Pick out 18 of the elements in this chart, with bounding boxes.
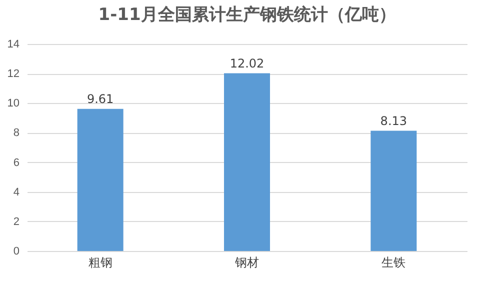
y-tick-label: 6	[13, 156, 20, 169]
bar	[224, 73, 270, 251]
bar	[370, 130, 417, 251]
y-tick-label: 0	[13, 246, 20, 258]
y-tick-label: 4	[13, 186, 20, 198]
y-tick-label: 8	[13, 127, 20, 140]
data-label: 12.02	[230, 56, 264, 70]
bar	[77, 108, 124, 251]
chart-title: 1-11月全国累计生产钢铁统计（亿吨）	[98, 5, 396, 25]
y-tick-label: 12	[7, 68, 20, 80]
x-tick-label: 钢材	[234, 256, 259, 270]
x-tick-label: 生铁	[382, 256, 406, 270]
y-tick-label: 14	[7, 38, 20, 50]
data-label: 9.61	[86, 92, 114, 106]
x-tick-label: 粗钢	[88, 256, 112, 270]
y-tick-label: 2	[13, 216, 20, 228]
data-label: 8.13	[380, 114, 408, 128]
y-tick-label: 10	[7, 98, 20, 110]
